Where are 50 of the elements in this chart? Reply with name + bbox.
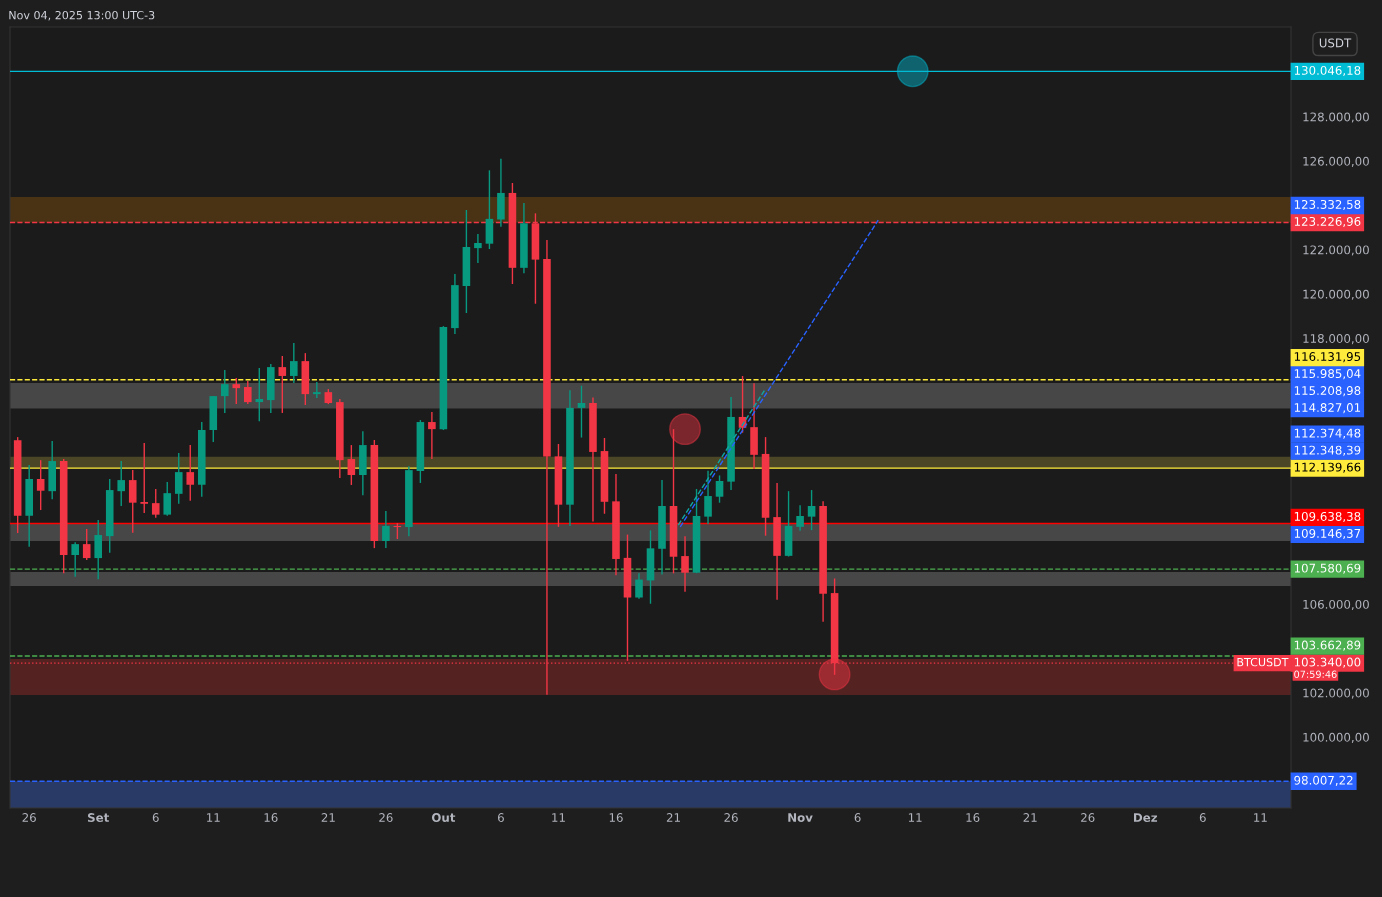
- ref-line-label: 112.139,66: [1294, 462, 1361, 473]
- text: 115.208,98: [1294, 386, 1361, 397]
- text: USDT: [1319, 38, 1352, 48]
- ref-line-label: 109.638,38: [1294, 511, 1361, 523]
- y-tick-label: 106.000,00: [1303, 599, 1369, 611]
- x-tick-label: 6: [152, 813, 159, 822]
- x-tick-label: 11: [207, 813, 220, 822]
- x-tick-label: 16: [966, 813, 980, 822]
- text: 114.827,01: [1294, 403, 1361, 414]
- x-tick-label: Dez: [1134, 813, 1158, 822]
- x-tick-label: 11: [908, 813, 922, 822]
- y-tick-label: 118.000,00: [1303, 334, 1369, 345]
- x-tick-label: 21: [1023, 813, 1037, 822]
- x-tick-label: 16: [264, 813, 278, 822]
- x-tick-label: 21: [666, 813, 680, 822]
- text: 109.146,37: [1294, 528, 1361, 540]
- text: 123.332,58: [1294, 199, 1361, 211]
- ref-line-label: 130.046,18: [1294, 65, 1361, 77]
- x-tick-label: Out: [431, 813, 456, 822]
- ref-line-label: 123.226,96: [1294, 216, 1361, 228]
- x-tick-label: 6: [497, 813, 504, 822]
- y-tick-label: 100.000,00: [1303, 732, 1369, 743]
- x-tick-label: 11: [1254, 813, 1267, 822]
- text: Nov 04, 2025 13:00 UTC-3: [9, 10, 155, 21]
- y-tick-label: 122.000,00: [1303, 245, 1369, 256]
- text: 07:59:46: [1294, 670, 1337, 678]
- text: 115.985,04: [1294, 369, 1361, 380]
- ref-line-label: 103.340,00: [1294, 657, 1361, 668]
- ref-line-label: 103.662,89: [1294, 640, 1361, 651]
- ref-line-label: 116.131,95: [1294, 352, 1361, 363]
- x-tick-label: 21: [321, 813, 335, 822]
- text: 112.374,48: [1294, 428, 1361, 439]
- text: 112.348,39: [1294, 445, 1361, 456]
- y-tick-label: 128.000,00: [1303, 112, 1369, 123]
- ref-line-label: 98.007,22: [1294, 775, 1353, 786]
- x-tick-label: 26: [724, 813, 738, 822]
- y-tick-label: 126.000,00: [1303, 156, 1369, 167]
- x-tick-label: 26: [1081, 813, 1095, 822]
- x-tick-label: Nov: [788, 813, 813, 822]
- x-tick-label: 26: [379, 813, 393, 822]
- annotation: BTCUSDT: [1237, 657, 1289, 667]
- ref-line-label: 107.580,69: [1294, 563, 1361, 574]
- y-tick-label: 120.000,00: [1303, 289, 1369, 300]
- x-tick-label: 6: [1199, 813, 1206, 822]
- x-tick-label: Set: [87, 813, 110, 822]
- x-tick-label: 16: [609, 813, 623, 822]
- x-tick-label: 26: [22, 813, 36, 822]
- x-tick-label: 6: [854, 813, 861, 822]
- y-tick-label: 102.000,00: [1303, 688, 1369, 699]
- x-tick-label: 11: [552, 813, 565, 822]
